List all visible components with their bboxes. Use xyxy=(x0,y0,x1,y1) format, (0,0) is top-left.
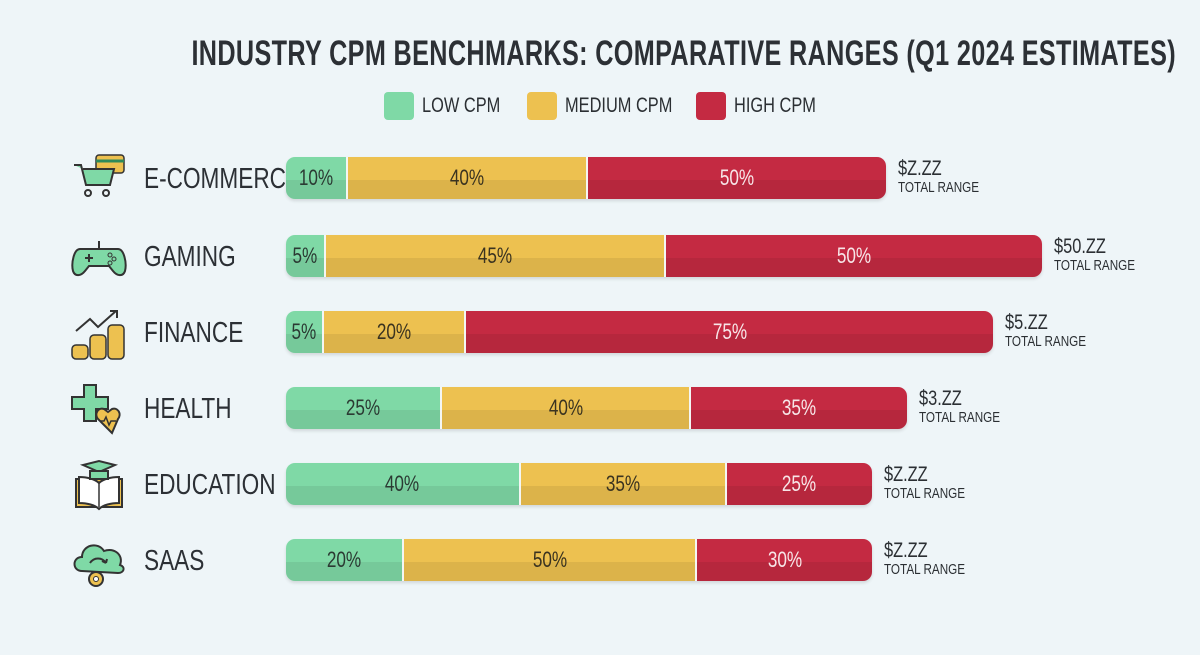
legend-swatch-medium xyxy=(527,92,557,120)
bar-segment-high: 50% xyxy=(664,235,1042,277)
legend-label-high: HIGH CPM xyxy=(734,94,816,117)
category-label: GAMING xyxy=(144,241,236,273)
stacked-bar: 5% 45% 50% xyxy=(286,235,1042,277)
total-range-label: TOTAL RANGE xyxy=(1054,257,1136,274)
total-value: $Z.ZZ xyxy=(884,539,928,562)
row-gaming: GAMING 5% 45% 50% $50.ZZ TOTAL RANGE xyxy=(0,235,1200,279)
total-range: $3.ZZ TOTAL RANGE xyxy=(919,388,1023,426)
bar-segment-low: 25% xyxy=(286,387,441,429)
bar-segment-low: 5% xyxy=(286,235,324,277)
total-range-label: TOTAL RANGE xyxy=(884,485,966,502)
data-label: 5% xyxy=(292,243,318,268)
stacked-bar: 10% 40% 50% xyxy=(286,157,886,199)
cloud-gear-icon xyxy=(73,544,125,587)
gamepad-icon xyxy=(71,241,127,277)
bar-segment-high: 25% xyxy=(724,463,872,505)
data-label: 10% xyxy=(298,165,333,190)
total-range: $50.ZZ TOTAL RANGE xyxy=(1054,236,1158,274)
data-label: 25% xyxy=(782,471,817,496)
legend-swatch-high xyxy=(696,92,726,120)
health-cross-heart-icon xyxy=(71,384,121,435)
legend-item-low: LOW CPM xyxy=(384,92,522,120)
row-finance: FINANCE 5% 20% 75% $5.ZZ TOTAL RANGE xyxy=(0,310,1200,360)
stacked-bar: 5% 20% 75% xyxy=(286,311,993,353)
bar-segment-medium: 35% xyxy=(518,463,725,505)
bar-segment-low: 5% xyxy=(286,311,322,353)
legend-swatch-low xyxy=(384,92,414,120)
total-value: $50.ZZ xyxy=(1054,235,1106,258)
total-range: $Z.ZZ TOTAL RANGE xyxy=(898,158,1002,196)
bar-segment-medium: 40% xyxy=(345,157,587,199)
data-label: 20% xyxy=(327,547,362,572)
shopping-cart-card-icon xyxy=(74,154,125,197)
total-range: $5.ZZ TOTAL RANGE xyxy=(1005,312,1109,350)
data-label: 35% xyxy=(605,471,640,496)
row-saas: SAAS 20% 50% 30% $Z.ZZ TOTAL RANGE xyxy=(0,539,1200,587)
chart-title: INDUSTRY CPM BENCHMARKS: COMPARATIVE RAN… xyxy=(191,34,1177,73)
total-range: $Z.ZZ TOTAL RANGE xyxy=(884,464,988,502)
row-education: EDUCATION 40% 35% 25% $Z.ZZ TOTAL RANGE xyxy=(0,459,1200,511)
bar-segment-medium: 50% xyxy=(402,539,696,581)
data-label: 35% xyxy=(781,395,817,420)
data-label: 40% xyxy=(548,395,583,420)
bar-segment-high: 50% xyxy=(586,157,886,199)
bar-segment-high: 30% xyxy=(695,539,872,581)
category-label: SAAS xyxy=(144,545,205,577)
bar-segment-high: 75% xyxy=(464,311,993,353)
bar-segment-high: 35% xyxy=(689,387,907,429)
row-health: HEALTH 25% 40% 35% $3.ZZ TOTAL RANGE xyxy=(0,384,1200,435)
bar-segment-medium: 40% xyxy=(440,387,690,429)
data-label: 50% xyxy=(719,165,755,190)
total-value: $3.ZZ xyxy=(919,387,962,410)
legend-item-high: HIGH CPM xyxy=(696,92,839,120)
data-label: 40% xyxy=(385,471,420,496)
total-range: $Z.ZZ TOTAL RANGE xyxy=(884,540,988,578)
total-value: $5.ZZ xyxy=(1005,311,1048,334)
data-label: 50% xyxy=(836,243,872,268)
bar-segment-medium: 45% xyxy=(323,235,665,277)
data-label: 25% xyxy=(345,395,381,420)
finance-coins-icon xyxy=(71,310,125,360)
total-range-label: TOTAL RANGE xyxy=(919,409,1001,426)
data-label: 20% xyxy=(377,319,412,344)
total-range-label: TOTAL RANGE xyxy=(1005,333,1087,350)
stacked-bar: 40% 35% 25% xyxy=(286,463,872,505)
data-label: 50% xyxy=(532,547,568,572)
category-label: HEALTH xyxy=(144,393,232,425)
data-label: 5% xyxy=(291,319,317,344)
total-range-label: TOTAL RANGE xyxy=(884,561,966,578)
data-label: 40% xyxy=(449,165,484,190)
stacked-bar: 25% 40% 35% xyxy=(286,387,907,429)
legend-label-medium: MEDIUM CPM xyxy=(565,94,673,117)
bar-segment-low: 20% xyxy=(286,539,403,581)
bar-segment-low: 10% xyxy=(286,157,346,199)
category-label: FINANCE xyxy=(144,317,244,349)
stacked-bar: 20% 50% 30% xyxy=(286,539,872,581)
total-value: $Z.ZZ xyxy=(898,157,942,180)
bar-segment-medium: 20% xyxy=(322,311,465,353)
education-book-cap-icon xyxy=(75,459,123,511)
data-label: 45% xyxy=(477,243,512,268)
legend-item-medium: MEDIUM CPM xyxy=(527,92,703,120)
legend-label-low: LOW CPM xyxy=(422,94,501,117)
row-e-commerce: E-COMMERCE 10% 40% 50% $Z.ZZ TOTAL RANGE xyxy=(0,154,1200,201)
total-range-label: TOTAL RANGE xyxy=(898,179,980,196)
data-label: 75% xyxy=(712,319,747,344)
bar-segment-low: 40% xyxy=(286,463,519,505)
category-label: EDUCATION xyxy=(144,469,276,501)
category-label: E-COMMERCE xyxy=(144,163,302,195)
total-value: $Z.ZZ xyxy=(884,463,928,486)
data-label: 30% xyxy=(767,547,802,572)
